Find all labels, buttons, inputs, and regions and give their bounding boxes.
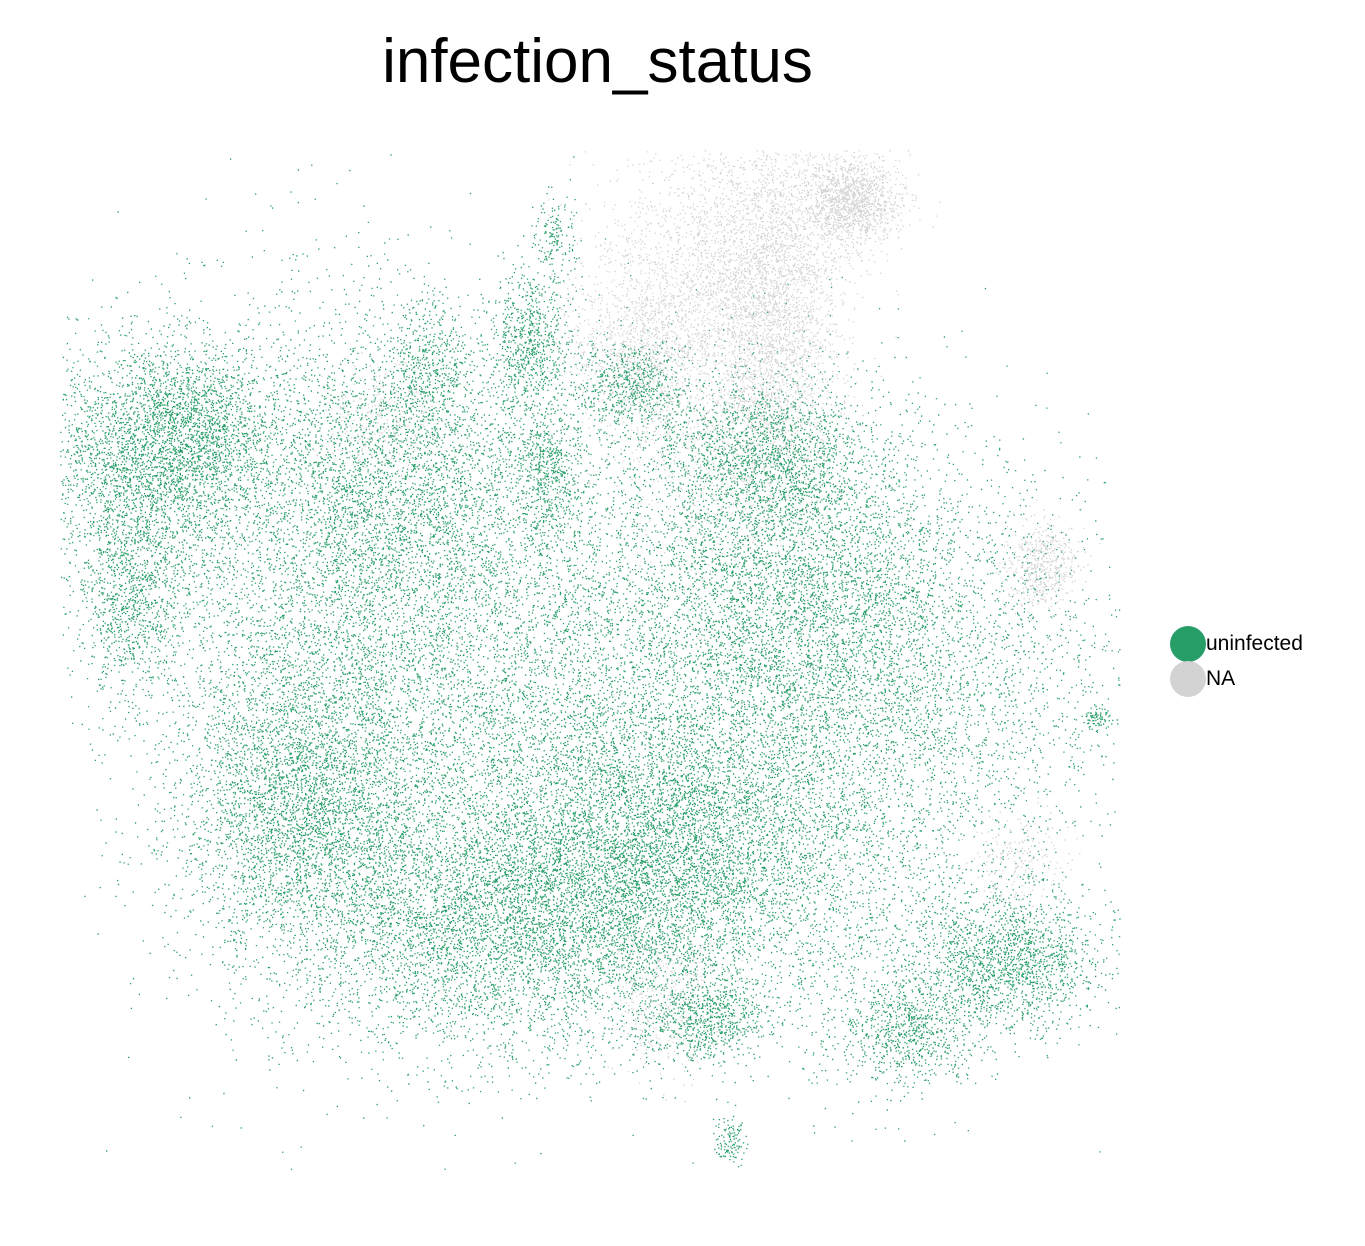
legend-swatch-na bbox=[1170, 660, 1206, 697]
legend-swatch-uninfected bbox=[1170, 625, 1206, 662]
series-uninfected-points bbox=[60, 154, 1121, 1170]
legend: uninfected NA bbox=[1170, 625, 1303, 697]
legend-item-na: NA bbox=[1170, 660, 1303, 697]
chart-title: infection_status bbox=[382, 27, 813, 96]
legend-label-na: NA bbox=[1206, 666, 1236, 690]
legend-item-uninfected: uninfected bbox=[1170, 625, 1303, 662]
legend-label-uninfected: uninfected bbox=[1206, 631, 1303, 655]
